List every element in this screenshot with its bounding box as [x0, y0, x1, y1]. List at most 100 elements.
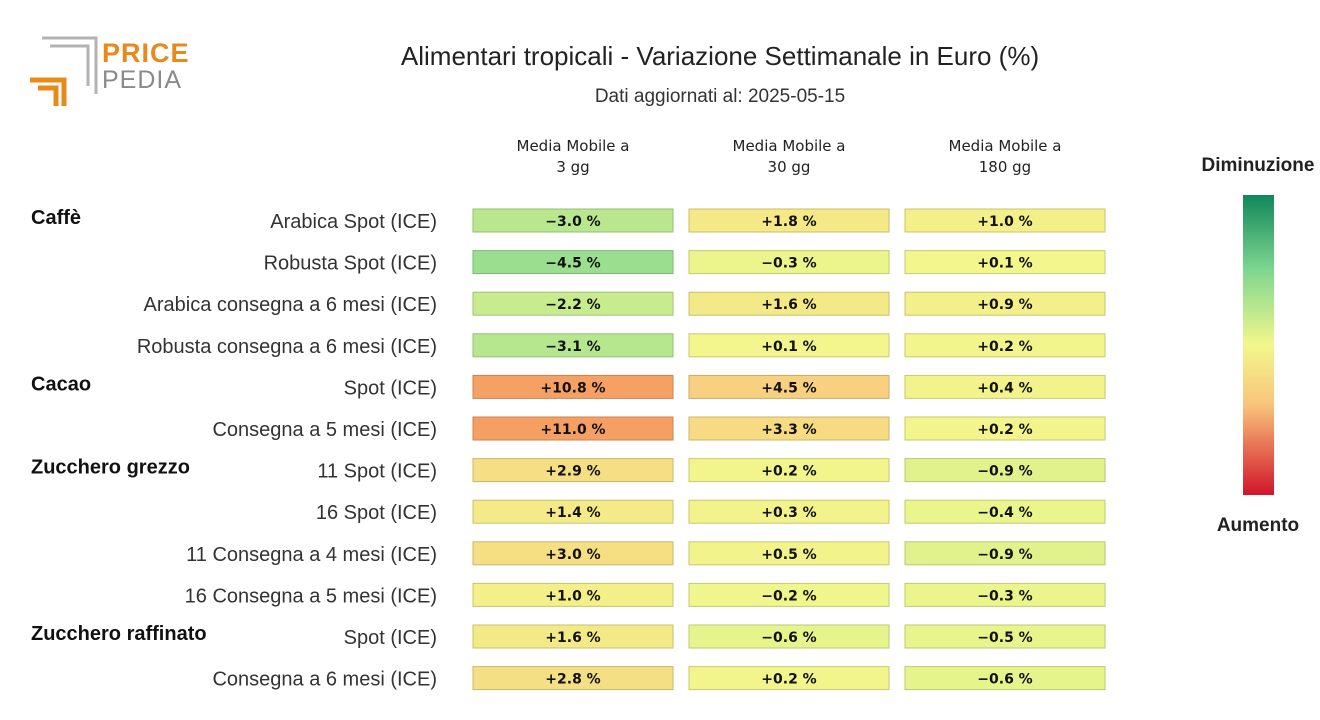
heatmap-cell — [904, 666, 1106, 691]
cell-value-label: +1.6 % — [545, 630, 600, 646]
cell-value-label: +0.1 % — [977, 256, 1032, 272]
chart-subtitle: Dati aggiornati al: 2025-05-15 — [594, 86, 846, 107]
heatmap-cell — [472, 374, 674, 399]
cell-value-label: +3.0 % — [545, 547, 600, 563]
row-label: Arabica consegna a 6 mesi (ICE) — [144, 294, 437, 316]
column-header-1-line-2: 3 gg — [556, 158, 589, 176]
group-label-1: Caffè — [31, 207, 81, 229]
heatmap-cell — [472, 666, 674, 691]
cell-value-label: +2.9 % — [545, 464, 600, 480]
cell-value-label: −0.4 % — [977, 505, 1032, 521]
logo-mark-icon — [30, 36, 98, 106]
row-label: Consegna a 5 mesi (ICE) — [212, 419, 437, 441]
row-label: 16 Spot (ICE) — [316, 502, 437, 524]
heatmap-cell — [472, 208, 674, 233]
column-header-3-line-1: Media Mobile a — [949, 137, 1062, 155]
cell-value-label: +0.2 % — [977, 422, 1032, 438]
heatmap-cell — [904, 208, 1106, 233]
cell-value-label: −0.6 % — [977, 672, 1032, 688]
heatmap-cell — [688, 416, 890, 441]
cell-value-label: +1.0 % — [545, 588, 600, 604]
cell-value-label: +1.4 % — [545, 505, 600, 521]
cell-value-label: +0.5 % — [761, 547, 816, 563]
cell-value-label: +3.3 % — [761, 422, 816, 438]
cell-value-label: +0.3 % — [761, 505, 816, 521]
heatmap-cell — [688, 333, 890, 358]
cell-value-label: +10.8 % — [540, 380, 605, 396]
logo-word-pedia: PEDIA — [102, 66, 183, 94]
heatmap-cell — [904, 291, 1106, 316]
heatmap-cell — [688, 458, 890, 483]
cell-value-label: +1.6 % — [761, 297, 816, 313]
heatmap-cell — [904, 250, 1106, 275]
heatmap-cell — [688, 624, 890, 649]
cell-value-label: +0.1 % — [761, 339, 816, 355]
heatmap-cell — [688, 499, 890, 524]
pricepedia-logo: PRICE PEDIA — [28, 36, 190, 112]
cell-value-label: +0.2 % — [761, 672, 816, 688]
heatmap-cell — [904, 416, 1106, 441]
heatmap-cell — [904, 582, 1106, 607]
row-label: 11 Consegna a 4 mesi (ICE) — [186, 544, 437, 566]
cell-value-label: −0.3 % — [761, 256, 816, 272]
group-label-3: Zucchero grezzo — [31, 457, 190, 479]
row-label: Spot (ICE) — [344, 377, 437, 399]
cell-value-label: −0.2 % — [761, 588, 816, 604]
heatmap-cell — [904, 374, 1106, 399]
heatmap-cell — [472, 541, 674, 566]
heatmap-cell — [904, 541, 1106, 566]
column-header-2-line-2: 30 gg — [768, 158, 811, 176]
cell-value-label: +1.8 % — [761, 214, 816, 230]
cell-value-label: +11.0 % — [540, 422, 605, 438]
row-label: Spot (ICE) — [344, 627, 437, 649]
cell-value-label: +1.0 % — [977, 214, 1032, 230]
cell-value-label: +4.5 % — [761, 380, 816, 396]
cell-value-label: +0.4 % — [977, 380, 1032, 396]
heatmap-cell — [688, 541, 890, 566]
row-label: Robusta Spot (ICE) — [264, 253, 437, 275]
legend-color-scale — [1243, 195, 1274, 495]
column-header-3-line-2: 180 gg — [979, 158, 1031, 176]
heatmap-cell — [472, 458, 674, 483]
legend-label-increase: Aumento — [1216, 515, 1300, 536]
chart-title: Alimentari tropicali - Variazione Settim… — [400, 41, 1040, 71]
cell-value-label: −3.1 % — [545, 339, 600, 355]
heatmap-cell — [688, 208, 890, 233]
column-header-1-line-1: Media Mobile a — [517, 137, 630, 155]
cell-value-label: −3.0 % — [545, 214, 600, 230]
heatmap-cell — [904, 458, 1106, 483]
heatmap-cell — [688, 582, 890, 607]
heatmap-cell — [904, 499, 1106, 524]
cell-value-label: −0.9 % — [977, 464, 1032, 480]
legend-label-decrease: Diminuzione — [1201, 155, 1315, 176]
row-label: Arabica Spot (ICE) — [270, 211, 437, 233]
heatmap-cell — [472, 416, 674, 441]
logo-word-price: PRICE — [102, 38, 190, 68]
heatmap-cell — [472, 250, 674, 275]
heatmap-cell — [688, 250, 890, 275]
cell-value-label: +0.9 % — [977, 297, 1032, 313]
group-label-2: Cacao — [31, 373, 91, 395]
cell-value-label: −0.9 % — [977, 547, 1032, 563]
cell-value-label: −2.2 % — [545, 297, 600, 313]
heatmap-cell — [472, 624, 674, 649]
cell-value-label: −4.5 % — [545, 256, 600, 272]
heatmap-cell — [688, 374, 890, 399]
heatmap-cell — [472, 333, 674, 358]
row-label: 16 Consegna a 5 mesi (ICE) — [185, 585, 437, 607]
cell-value-label: −0.3 % — [977, 588, 1032, 604]
heatmap-cell — [472, 582, 674, 607]
cell-value-label: −0.6 % — [761, 630, 816, 646]
heatmap-cell — [904, 624, 1106, 649]
heatmap-cell — [904, 333, 1106, 358]
row-label: Robusta consegna a 6 mesi (ICE) — [137, 336, 437, 358]
heatmap-cell — [472, 291, 674, 316]
cell-value-label: +2.8 % — [545, 672, 600, 688]
row-label: Consegna a 6 mesi (ICE) — [212, 669, 437, 691]
heatmap-cell — [472, 499, 674, 524]
group-label-4: Zucchero raffinato — [31, 623, 207, 645]
cell-value-label: −0.5 % — [977, 630, 1032, 646]
row-label: 11 Spot (ICE) — [317, 461, 437, 483]
cell-value-label: +0.2 % — [761, 464, 816, 480]
heatmap-cell — [688, 666, 890, 691]
